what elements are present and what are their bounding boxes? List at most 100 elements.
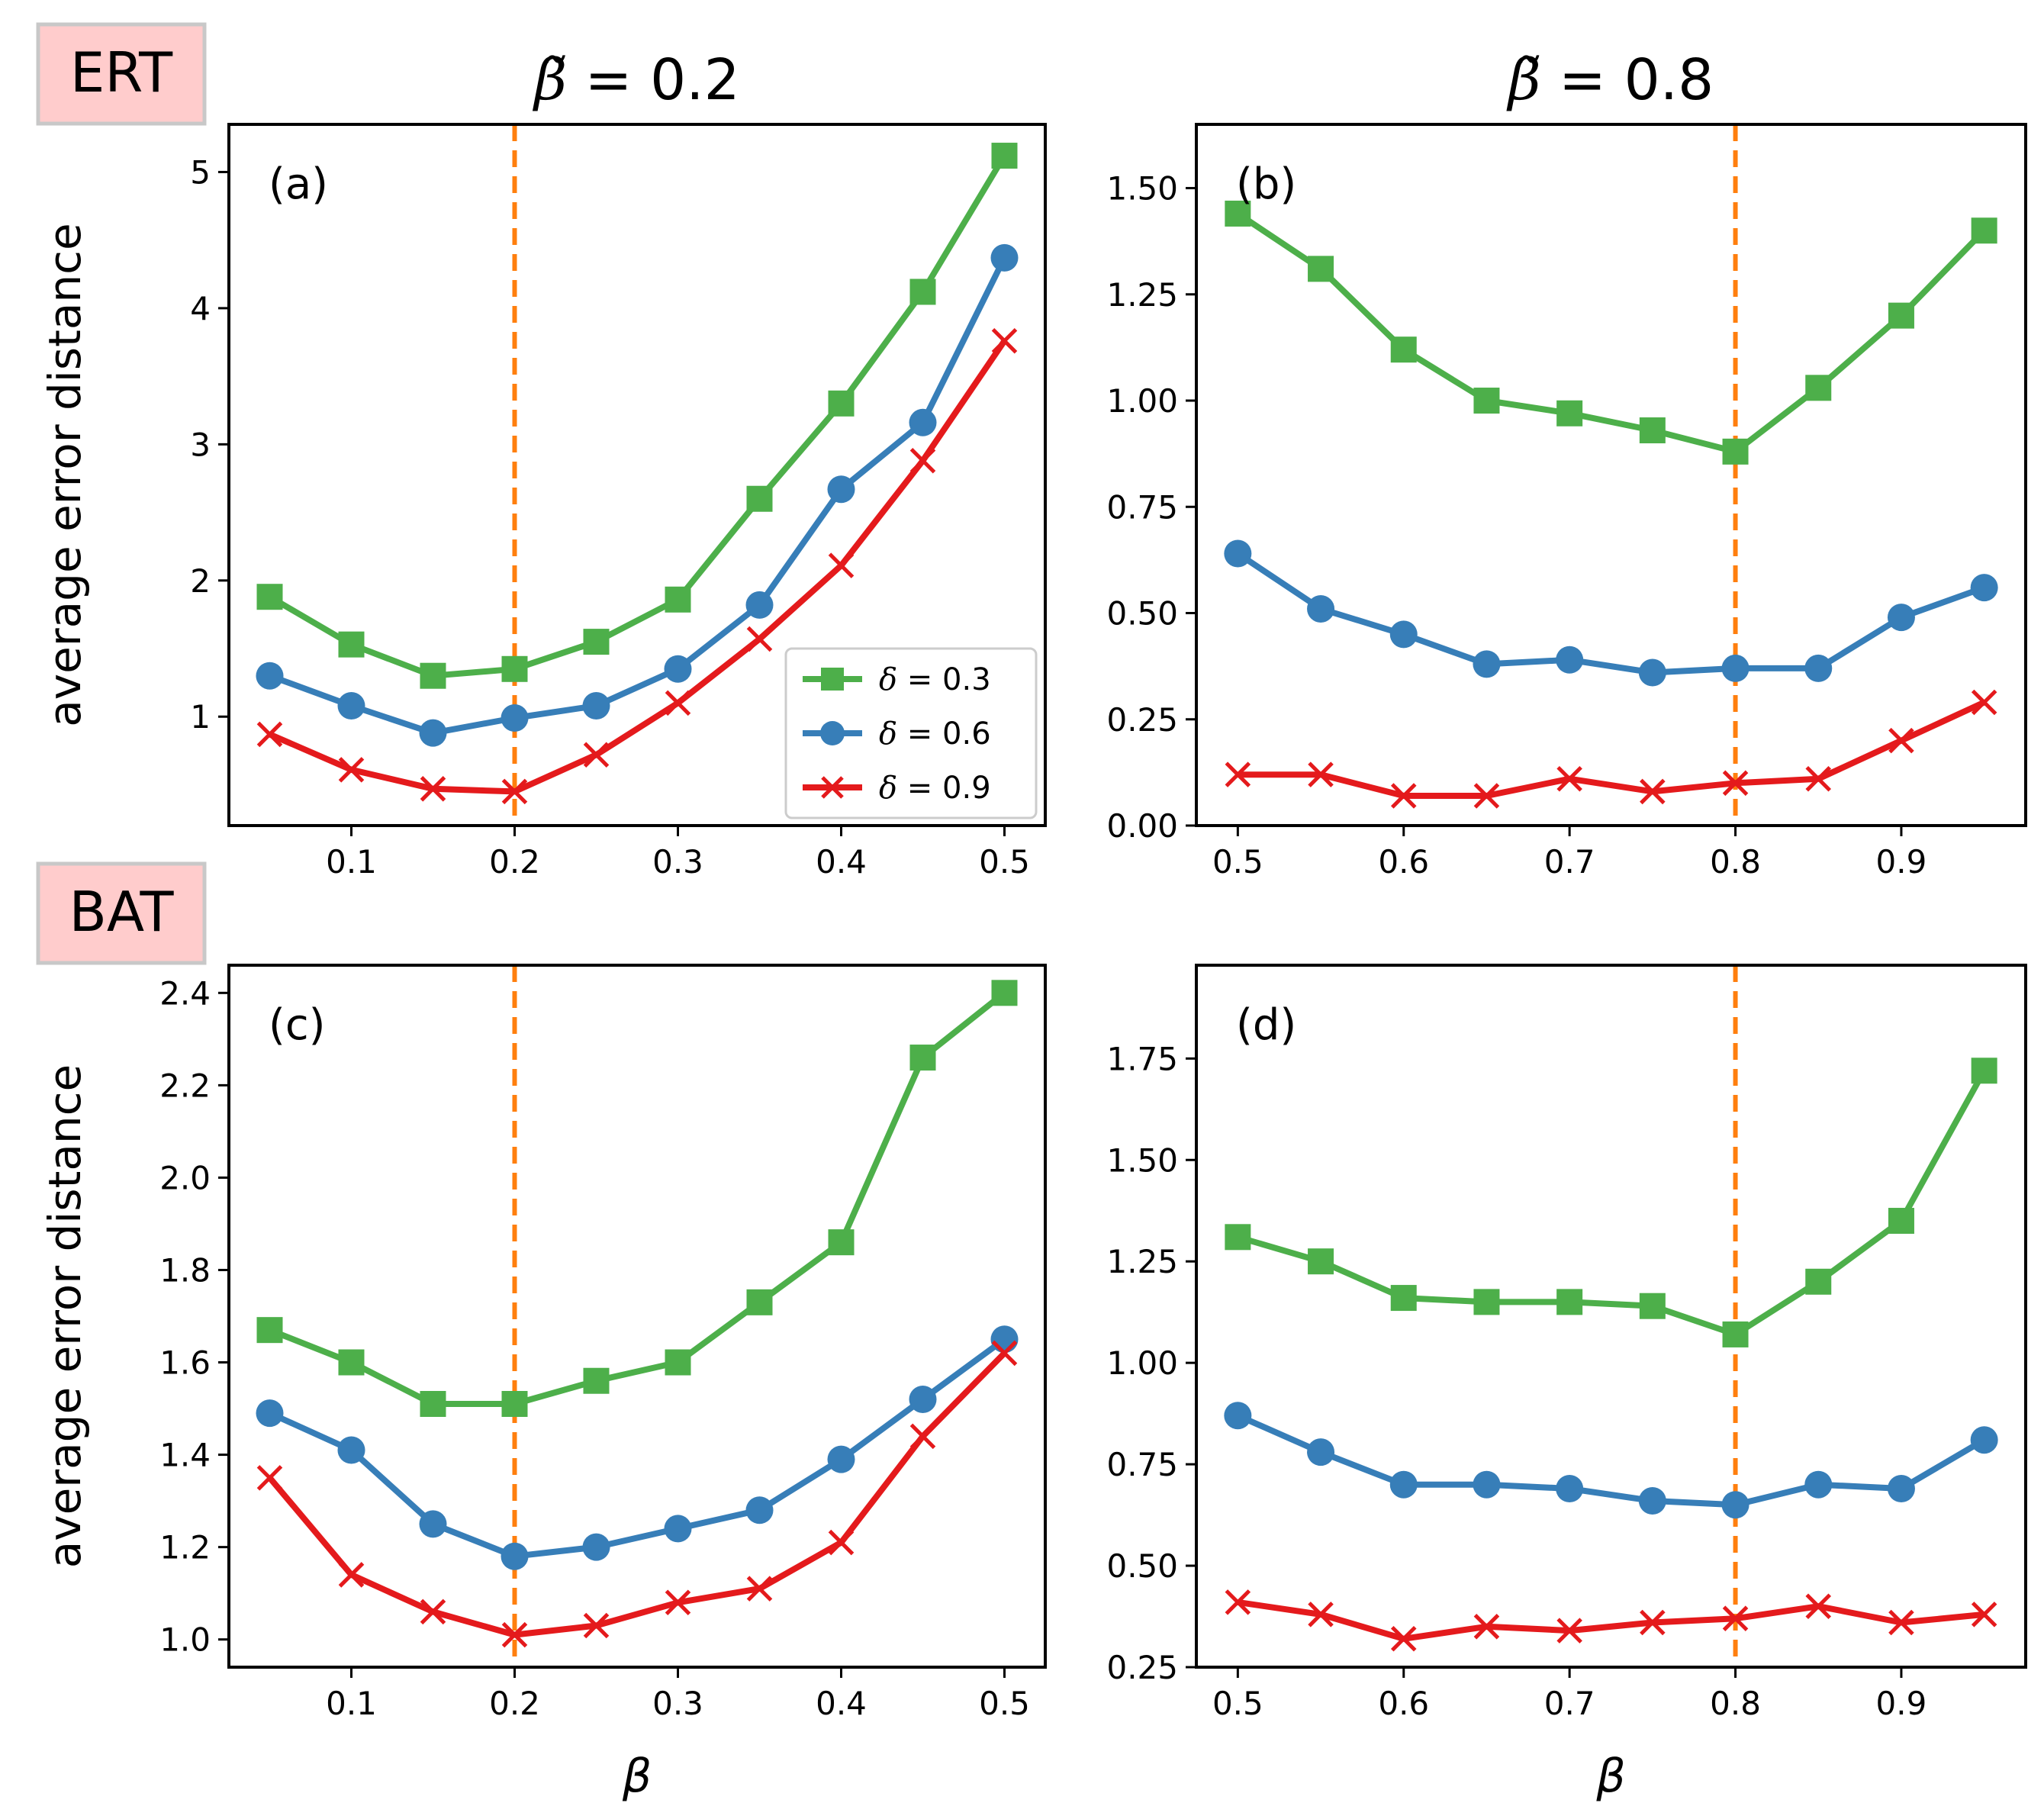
y-tick-label: 3	[190, 426, 211, 463]
data-point-x	[1722, 1605, 1749, 1631]
x-axis-label: β	[622, 1750, 652, 1803]
data-point-circle	[1473, 650, 1501, 678]
y-tick-label: 0.50	[1106, 595, 1178, 633]
x-tick-label: 0.1	[326, 1685, 377, 1722]
data-point-x	[665, 690, 691, 716]
y-tick-label: 1.0	[159, 1621, 211, 1659]
data-point-square	[746, 1289, 773, 1315]
data-point-circle	[337, 691, 365, 720]
series-delta-09	[1225, 689, 1997, 809]
y-tick-label: 1.00	[1106, 382, 1178, 420]
data-point-circle	[256, 1399, 284, 1428]
series-line	[269, 990, 1006, 1407]
y-tick-label: 1.25	[1106, 276, 1178, 314]
axes-frame	[227, 123, 1047, 827]
series-delta-03	[1225, 1058, 1997, 1347]
data-point-x	[1556, 765, 1582, 792]
x-tick-label: 0.6	[1378, 1685, 1429, 1722]
data-point-x	[583, 742, 610, 768]
column-title-value: = 0.8	[1541, 47, 1714, 113]
data-point-square	[501, 1391, 528, 1417]
y-tick-label: 0.75	[1106, 488, 1178, 526]
x-tick-label: 0.4	[816, 843, 867, 881]
data-point-square	[420, 1391, 446, 1417]
series-delta-06	[256, 243, 1019, 747]
y-tick-label: 1.8	[159, 1251, 211, 1289]
data-point-circle	[1473, 1470, 1501, 1499]
series-delta-03	[1225, 200, 1997, 465]
x-tick-label: 0.7	[1544, 1685, 1595, 1722]
row-tag-ert: ERT	[36, 22, 207, 126]
data-point-x	[746, 626, 773, 652]
x-tick-label: 0.7	[1544, 843, 1595, 881]
data-point-square	[828, 390, 855, 417]
y-tick-label: 2.4	[159, 974, 211, 1012]
row-tag-bat-box	[36, 861, 207, 965]
y-tick-label: 2	[190, 562, 211, 600]
data-point-x	[1888, 727, 1914, 754]
data-point-square	[583, 629, 610, 655]
data-point-square	[1888, 302, 1914, 329]
data-point-square	[1225, 1224, 1251, 1251]
data-point-x	[1308, 1602, 1334, 1627]
data-point-square	[1722, 1321, 1749, 1347]
panel-b: β̃ = 0.8 0.5 0.6 0.7 0.8 0.9 0.00 0.25 0.50 0.75 1…	[1106, 47, 2027, 881]
y-axis-label: average error distance	[39, 223, 91, 727]
series-line	[268, 339, 1007, 795]
series-line	[268, 1337, 1006, 1560]
axes-frame	[1195, 964, 2027, 1669]
legend-label-value: = 0.9	[897, 771, 991, 806]
legend-label: δ = 0.9	[879, 771, 991, 806]
column-title-symbol: β̃	[1506, 47, 1541, 113]
legend-entry: δ = 0.9	[803, 771, 991, 806]
data-point-square	[583, 1367, 610, 1394]
axes-frame	[1195, 123, 2027, 827]
data-point-circle	[909, 1385, 937, 1413]
data-point-square	[1556, 1289, 1583, 1315]
legend-entry: δ = 0.6	[803, 716, 991, 752]
legend-label-value: = 0.3	[897, 662, 991, 697]
y-axis-label: average error distance	[39, 1064, 91, 1569]
series-line	[1236, 211, 1987, 455]
data-point-square	[1722, 438, 1749, 465]
x-tick-label: 0.5	[1212, 843, 1263, 881]
data-point-x	[338, 757, 365, 783]
data-point-circle	[1638, 658, 1666, 687]
data-point-square	[1308, 1248, 1334, 1275]
panel-label: (a)	[269, 159, 328, 209]
data-point-circle	[1970, 1426, 1998, 1454]
y-tick-label: 1.00	[1106, 1344, 1178, 1382]
legend-label-symbol: δ	[879, 662, 897, 697]
data-point-x	[1640, 1609, 1666, 1636]
panel-a: β̃ = 0.2 0.1 0.2 0.3 0.4 0.5 1 2 3 4 5 (a) average e…	[39, 47, 1047, 881]
row-tag-ert-box	[36, 22, 207, 126]
column-title-symbol: β̃	[532, 47, 567, 113]
y-tick-label: 1.25	[1106, 1243, 1178, 1280]
data-point-x	[256, 721, 283, 748]
series-delta-06	[1224, 1402, 1998, 1519]
panel-label: (d)	[1236, 1000, 1296, 1050]
x-tick-label: 0.5	[979, 843, 1030, 881]
data-point-x	[1888, 1609, 1914, 1636]
legend-marker-square	[821, 668, 844, 691]
data-point-square	[991, 143, 1018, 169]
data-point-x	[1225, 1589, 1251, 1615]
x-tick-label: 0.1	[326, 843, 377, 881]
data-point-circle	[827, 1445, 855, 1473]
panel-label: (b)	[1236, 159, 1296, 209]
data-point-circle	[1721, 654, 1749, 682]
data-point-circle	[1887, 604, 1915, 632]
legend-label-symbol: δ	[879, 771, 897, 806]
series-delta-09	[256, 1340, 1018, 1648]
row-tag-ert-label: ERT	[70, 40, 173, 105]
data-point-x	[583, 1612, 610, 1639]
series-line	[269, 256, 1008, 736]
data-point-square	[828, 1229, 855, 1256]
data-point-circle	[745, 1496, 774, 1524]
data-point-x	[828, 552, 855, 578]
series-line	[1237, 1598, 1984, 1642]
y-tick-label: 2.2	[159, 1067, 211, 1104]
data-point-circle	[419, 719, 447, 747]
legend-box	[784, 647, 1038, 819]
